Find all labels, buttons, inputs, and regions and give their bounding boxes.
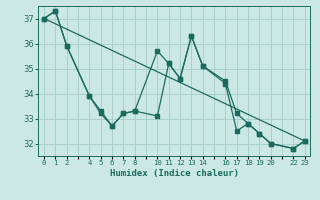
X-axis label: Humidex (Indice chaleur): Humidex (Indice chaleur) — [110, 169, 239, 178]
